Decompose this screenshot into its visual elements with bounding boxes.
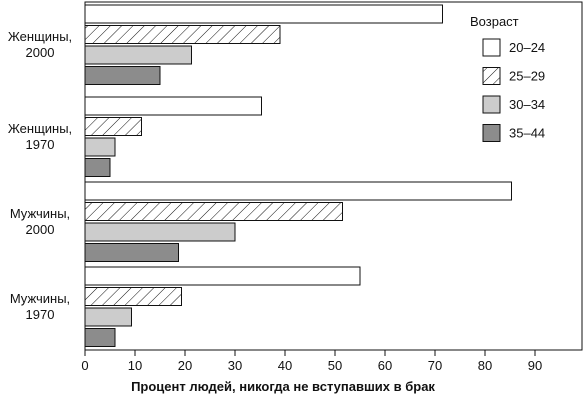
bar-c3-s0 [84, 266, 361, 286]
legend: Возраст 20–24 25–29 30–34 35–44 [470, 14, 545, 142]
bar-c2-s2 [84, 222, 236, 242]
bar-c0-s1 [84, 25, 281, 44]
x-axis: 0 10 20 30 40 50 60 70 80 90 [81, 350, 542, 373]
legend-title: Возраст [470, 14, 519, 29]
x-tick-label-0: 0 [81, 358, 88, 373]
x-tick-label-9: 90 [528, 358, 542, 373]
bar-c1-s2 [84, 137, 116, 157]
legend-label-2: 30–34 [509, 97, 545, 112]
bars [84, 4, 512, 347]
category-label-1: Женщины, 1970 [8, 121, 72, 152]
x-tick-label-3: 30 [228, 358, 242, 373]
legend-label-0: 20–24 [509, 40, 545, 55]
bar-c2-s3 [84, 243, 179, 262]
bar-c3-s2 [84, 307, 132, 327]
legend-swatch-1 [482, 67, 501, 85]
x-tick-label-5: 50 [328, 358, 342, 373]
legend-swatch-0 [482, 38, 501, 57]
category-label-2: Мужчины, 2000 [10, 206, 70, 237]
x-tick-label-1: 10 [128, 358, 142, 373]
legend-swatch-3 [482, 124, 501, 142]
legend-swatch-2 [482, 95, 501, 114]
category-label-0: Женщины, 2000 [8, 29, 72, 60]
category-labels: Женщины, 2000 Женщины, 1970 Мужчины, 2000 Мужч… [8, 29, 72, 322]
x-tick-label-4: 40 [278, 358, 292, 373]
x-axis-title: Процент людей, никогда не вступавших в б… [131, 379, 435, 394]
bar-c3-s1 [84, 287, 182, 306]
bar-c0-s3 [84, 66, 161, 85]
legend-label-3: 35–44 [509, 126, 545, 141]
x-tick-label-2: 20 [178, 358, 192, 373]
bar-c1-s1 [84, 117, 142, 136]
bar-c1-s3 [84, 158, 111, 177]
bar-c0-s0 [84, 4, 443, 24]
bar-c2-s1 [84, 202, 343, 221]
bar-c1-s0 [84, 96, 262, 116]
legend-label-1: 25–29 [509, 69, 545, 84]
bar-c2-s0 [84, 181, 512, 201]
category-label-3: Мужчины, 1970 [10, 291, 70, 322]
x-tick-label-8: 80 [478, 358, 492, 373]
x-tick-label-7: 70 [428, 358, 442, 373]
x-tick-label-6: 60 [378, 358, 392, 373]
bar-c3-s3 [84, 328, 116, 347]
bar-c0-s2 [84, 45, 192, 65]
